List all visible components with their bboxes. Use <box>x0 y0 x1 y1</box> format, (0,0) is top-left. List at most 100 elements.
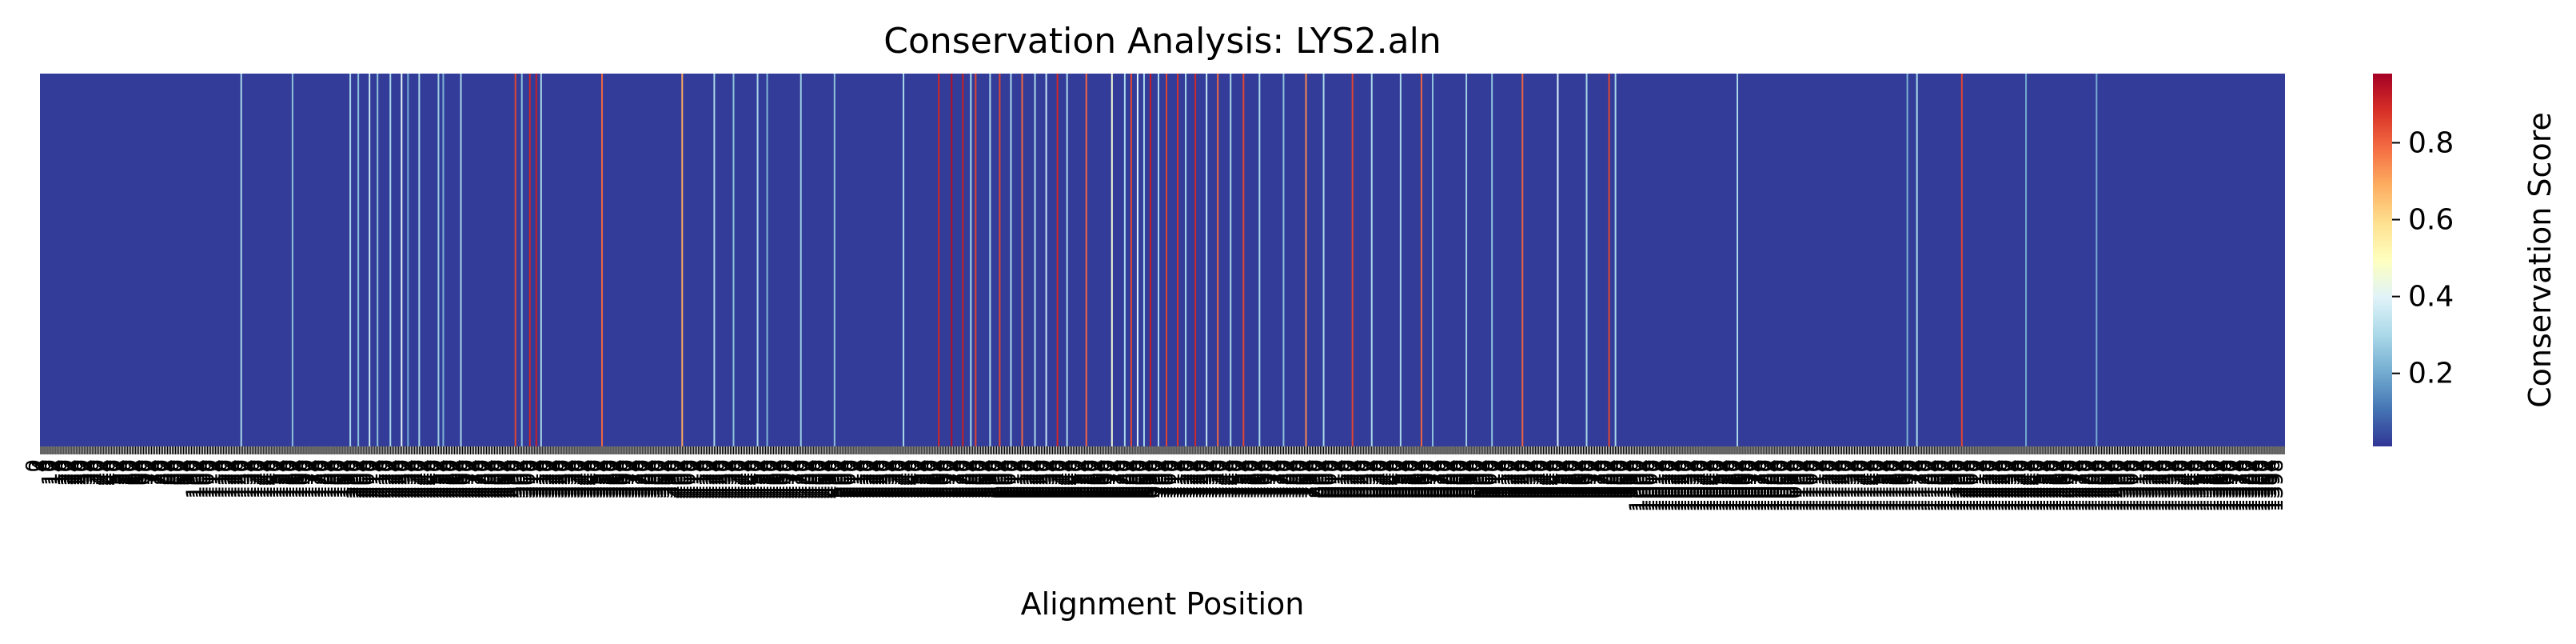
x-tick-label: 46 <box>96 459 120 486</box>
x-tick-label: 422 <box>699 459 723 499</box>
x-tick-label: 240 <box>407 459 431 499</box>
heatmap-cell <box>437 74 440 446</box>
x-tick-label: 84 <box>157 459 181 486</box>
heatmap-cell <box>377 74 379 446</box>
x-tick-label: 68 <box>131 459 155 486</box>
x-axis-tick-labels: 0246810121416182022242628303234363840424… <box>22 459 2288 512</box>
heatmap-cell <box>833 74 835 446</box>
x-tick-label: 118 <box>212 459 236 499</box>
x-tick-label: 472 <box>780 459 804 499</box>
x-tick-label: 396 <box>657 459 681 499</box>
heatmap-cell <box>938 74 940 446</box>
x-tick-label: 110 <box>199 459 223 499</box>
x-tick-label: 52 <box>106 459 130 486</box>
x-tick-label: 226 <box>385 459 409 499</box>
heatmap-cell <box>1206 74 1208 446</box>
x-tick-label: 302 <box>507 459 531 499</box>
heatmap-cell <box>1585 74 1588 446</box>
x-tick-label: 612 <box>1004 459 1028 499</box>
x-tick-label: 4 <box>29 459 53 473</box>
heatmap-cell <box>349 74 352 446</box>
x-tick-label: 166 <box>289 459 313 499</box>
x-tick-label: 316 <box>529 459 553 499</box>
heatmap-cell <box>800 74 802 446</box>
x-tick-label: 196 <box>337 459 361 499</box>
x-tick-label: 48 <box>99 459 123 486</box>
x-tick-label: 596 <box>978 459 1002 499</box>
x-tick-label: 88 <box>164 459 188 486</box>
x-tick-label: 370 <box>616 459 640 499</box>
x-tick-label: 534 <box>879 459 903 499</box>
x-tick-label: 126 <box>225 459 249 499</box>
x-tick-label: 252 <box>426 459 450 499</box>
x-tick-label: 114 <box>205 459 229 499</box>
x-tick-label: 222 <box>378 459 402 499</box>
x-tick-label: 504 <box>831 459 855 499</box>
heatmap-cell <box>1351 74 1354 446</box>
x-tick-label: 308 <box>516 459 540 499</box>
x-tick-label: 412 <box>683 459 707 499</box>
x-tick-label: 462 <box>764 459 788 499</box>
x-tick-label: 2 <box>26 459 50 473</box>
x-tick-label: 108 <box>196 459 220 499</box>
x-tick-label: 490 <box>808 459 832 499</box>
x-tick-label: 10 <box>38 459 62 486</box>
x-tick-label: 588 <box>965 459 989 499</box>
heatmap-cell <box>1177 74 1179 446</box>
x-tick-label: 200 <box>343 459 367 499</box>
x-tick-label: 494 <box>815 459 839 499</box>
colorbar-tick-label: 0.8 <box>2408 126 2454 159</box>
x-tick-label: 562 <box>923 459 947 499</box>
heatmap-cell <box>601 74 604 446</box>
colorbar-tick-label: 0.4 <box>2408 281 2454 314</box>
x-tick-label: 348 <box>580 459 604 499</box>
x-tick-label: 468 <box>773 459 797 499</box>
x-tick-label: 144 <box>253 459 277 499</box>
x-tick-label: 480 <box>792 459 816 499</box>
x-tick-label: 442 <box>732 459 756 499</box>
x-tick-label: 300 <box>504 459 528 499</box>
heatmap-cell <box>1521 74 1524 446</box>
x-tick-label: 100 <box>183 459 207 499</box>
x-tick-label: 398 <box>660 459 684 499</box>
x-tick-label: 184 <box>317 459 341 499</box>
x-tick-label: 336 <box>561 459 585 499</box>
heatmap-cell <box>418 74 421 446</box>
x-tick-label: 310 <box>520 459 544 499</box>
x-tick-label: 572 <box>939 459 963 499</box>
x-tick-label: 394 <box>654 459 678 499</box>
x-tick-label: 466 <box>770 459 794 499</box>
x-tick-label: 204 <box>349 459 373 499</box>
x-tick-label: 436 <box>721 459 745 499</box>
heatmap-cell <box>1399 74 1402 446</box>
x-tick-label: 188 <box>324 459 348 499</box>
x-tick-label: 56 <box>112 459 136 486</box>
x-tick-label: 208 <box>356 459 380 499</box>
x-tick-label: 272 <box>459 459 483 499</box>
heatmap-cell <box>903 74 905 446</box>
x-tick-label: 248 <box>420 459 444 499</box>
x-tick-label: 500 <box>824 459 848 499</box>
heatmap-cell <box>1123 74 1126 446</box>
x-tick-label: 312 <box>523 459 547 499</box>
heatmap-cell <box>291 74 293 446</box>
x-tick-label: 430 <box>712 459 736 499</box>
heatmap-cell <box>999 74 1001 446</box>
x-tick-label: 564 <box>927 459 951 499</box>
x-tick-label: 568 <box>933 459 957 499</box>
x-tick-label: 372 <box>619 459 643 499</box>
heatmap-cell <box>1614 74 1617 446</box>
heatmap-cell <box>540 74 542 446</box>
x-tick-label: 280 <box>472 459 496 499</box>
x-tick-label: 242 <box>410 459 434 499</box>
heatmap-cell <box>1230 74 1232 446</box>
x-tick-label: 544 <box>895 459 919 499</box>
heatmap-cell <box>951 74 953 446</box>
x-tick-label: 328 <box>548 459 572 499</box>
x-tick-label: 400 <box>664 459 688 499</box>
x-tick-label: 414 <box>686 459 710 499</box>
heatmap-cell <box>1010 74 1012 446</box>
x-tick-label: 440 <box>728 459 752 499</box>
x-tick-label: 350 <box>584 459 608 499</box>
x-tick-label: 498 <box>821 459 845 499</box>
